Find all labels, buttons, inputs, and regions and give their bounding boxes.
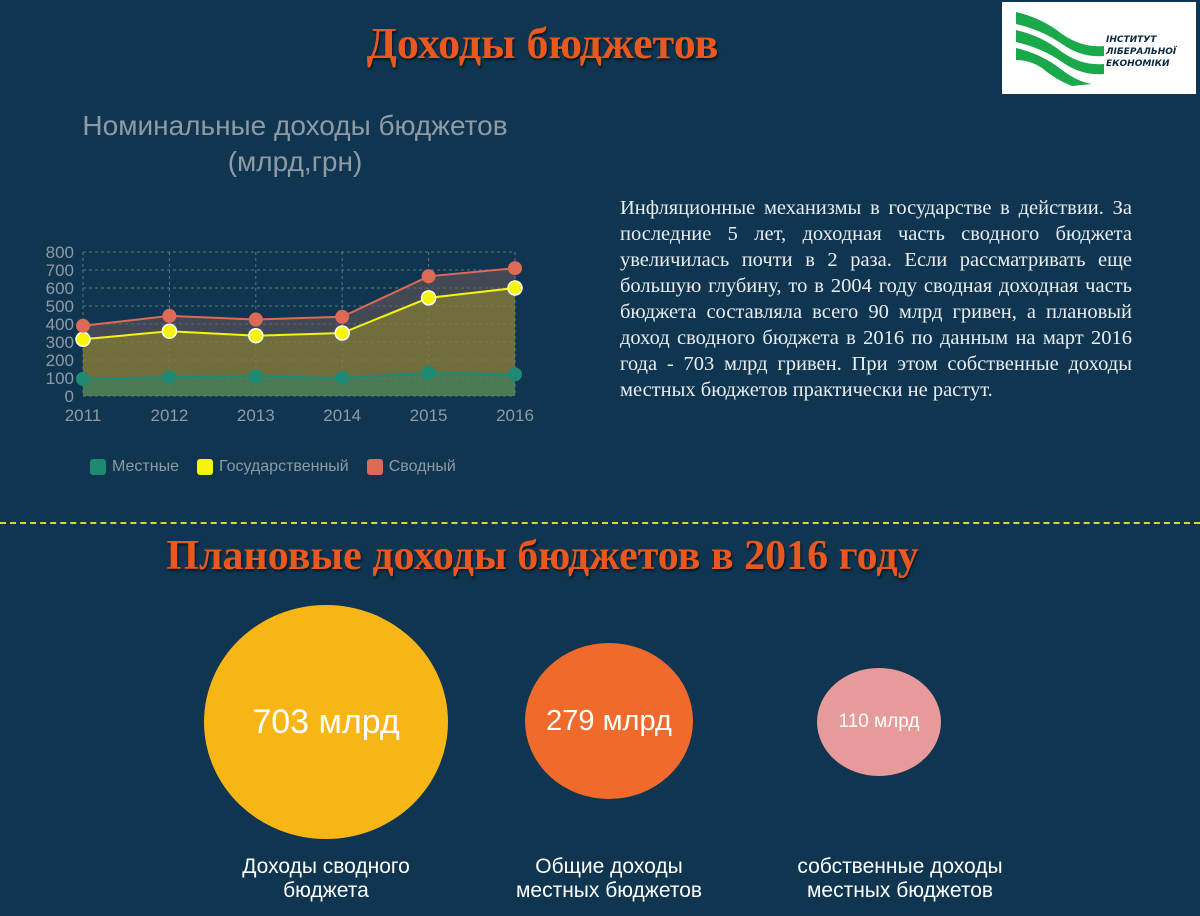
data-point [421, 365, 436, 380]
legend-swatch [366, 459, 383, 475]
y-tick-label: 100 [46, 369, 74, 388]
series-area [83, 288, 515, 396]
bubble-local-own: 110 млрд [817, 668, 941, 776]
legend-item-svodnyi[interactable]: Сводный [366, 458, 456, 476]
data-point [76, 318, 90, 333]
bubble-consolidated: 703 млрд [204, 605, 448, 839]
chart-legend: Местные Государственный Сводный [90, 458, 456, 476]
y-tick-label: 200 [46, 351, 74, 370]
y-tick-label: 300 [46, 333, 74, 352]
series-line [82, 267, 516, 327]
legend-label: Сводный [388, 458, 456, 475]
y-tick-label: 700 [46, 261, 74, 280]
x-tick-label: 2012 [150, 406, 188, 425]
bubble-value: 110 млрд [838, 711, 920, 732]
data-point [162, 370, 177, 385]
data-point [335, 371, 350, 385]
data-point [248, 369, 263, 384]
data-point [334, 325, 350, 341]
legend-swatch [90, 459, 106, 475]
bubble-value: 703 млрд [252, 702, 400, 741]
data-point [421, 269, 436, 284]
plan-title: Плановые доходы бюджетов в 2016 году [166, 533, 919, 579]
x-tick-label: 2015 [410, 406, 448, 425]
x-tick-label: 2016 [496, 406, 534, 425]
data-point [508, 261, 522, 276]
bubble-value: 279 млрд [546, 704, 672, 737]
data-point [508, 367, 522, 382]
x-tick-label: 2013 [237, 406, 275, 425]
y-tick-label: 400 [46, 315, 74, 334]
legend-item-mestnye[interactable]: Местные [90, 458, 179, 476]
data-point [248, 312, 263, 327]
series-area [83, 372, 515, 396]
data-point [75, 331, 91, 348]
bubble-caption-local-total: Общие доходы местных бюджетов [515, 855, 703, 902]
wave-logo-icon [1016, 12, 1104, 86]
x-tick-label: 2011 [65, 406, 102, 425]
institute-logo: ІНСТИТУТ ЛІБЕРАЛЬНОЇ ЕКОНОМІКИ [1002, 2, 1196, 94]
logo-text: ІНСТИТУТ ЛІБЕРАЛЬНОЇ ЕКОНОМІКИ [1106, 35, 1177, 69]
legend-item-gosudarstvennyi[interactable]: Государственный [196, 458, 349, 476]
data-point [335, 309, 350, 324]
bubble-local-total: 279 млрд [525, 643, 693, 799]
bubble-caption-consolidated: Доходы сводного бюджета [242, 855, 410, 902]
data-point [420, 290, 437, 306]
bubble-caption-local-own: собственные доходы местных бюджетов [797, 855, 1003, 902]
series-line [82, 371, 516, 380]
data-point [161, 323, 178, 339]
legend-label: Государственный [218, 458, 349, 475]
section-divider [0, 522, 1200, 524]
y-tick-label: 800 [46, 243, 74, 262]
series-line [82, 287, 516, 341]
legend-swatch [196, 459, 213, 475]
chart-title: Номинальные доходы бюджетов (млрд,грн) [82, 110, 508, 177]
page-title: Доходы бюджетов [366, 19, 719, 68]
description-text: Инфляционные механизмы в государстве в д… [620, 197, 1132, 401]
y-tick-label: 0 [65, 387, 74, 406]
x-tick-label: 2014 [323, 406, 361, 425]
data-point [162, 308, 177, 323]
y-tick-label: 500 [46, 297, 74, 316]
data-point [248, 327, 264, 344]
legend-label: Местные [112, 458, 179, 475]
data-point [76, 371, 90, 386]
y-tick-label: 600 [46, 279, 74, 298]
data-point [507, 280, 523, 296]
